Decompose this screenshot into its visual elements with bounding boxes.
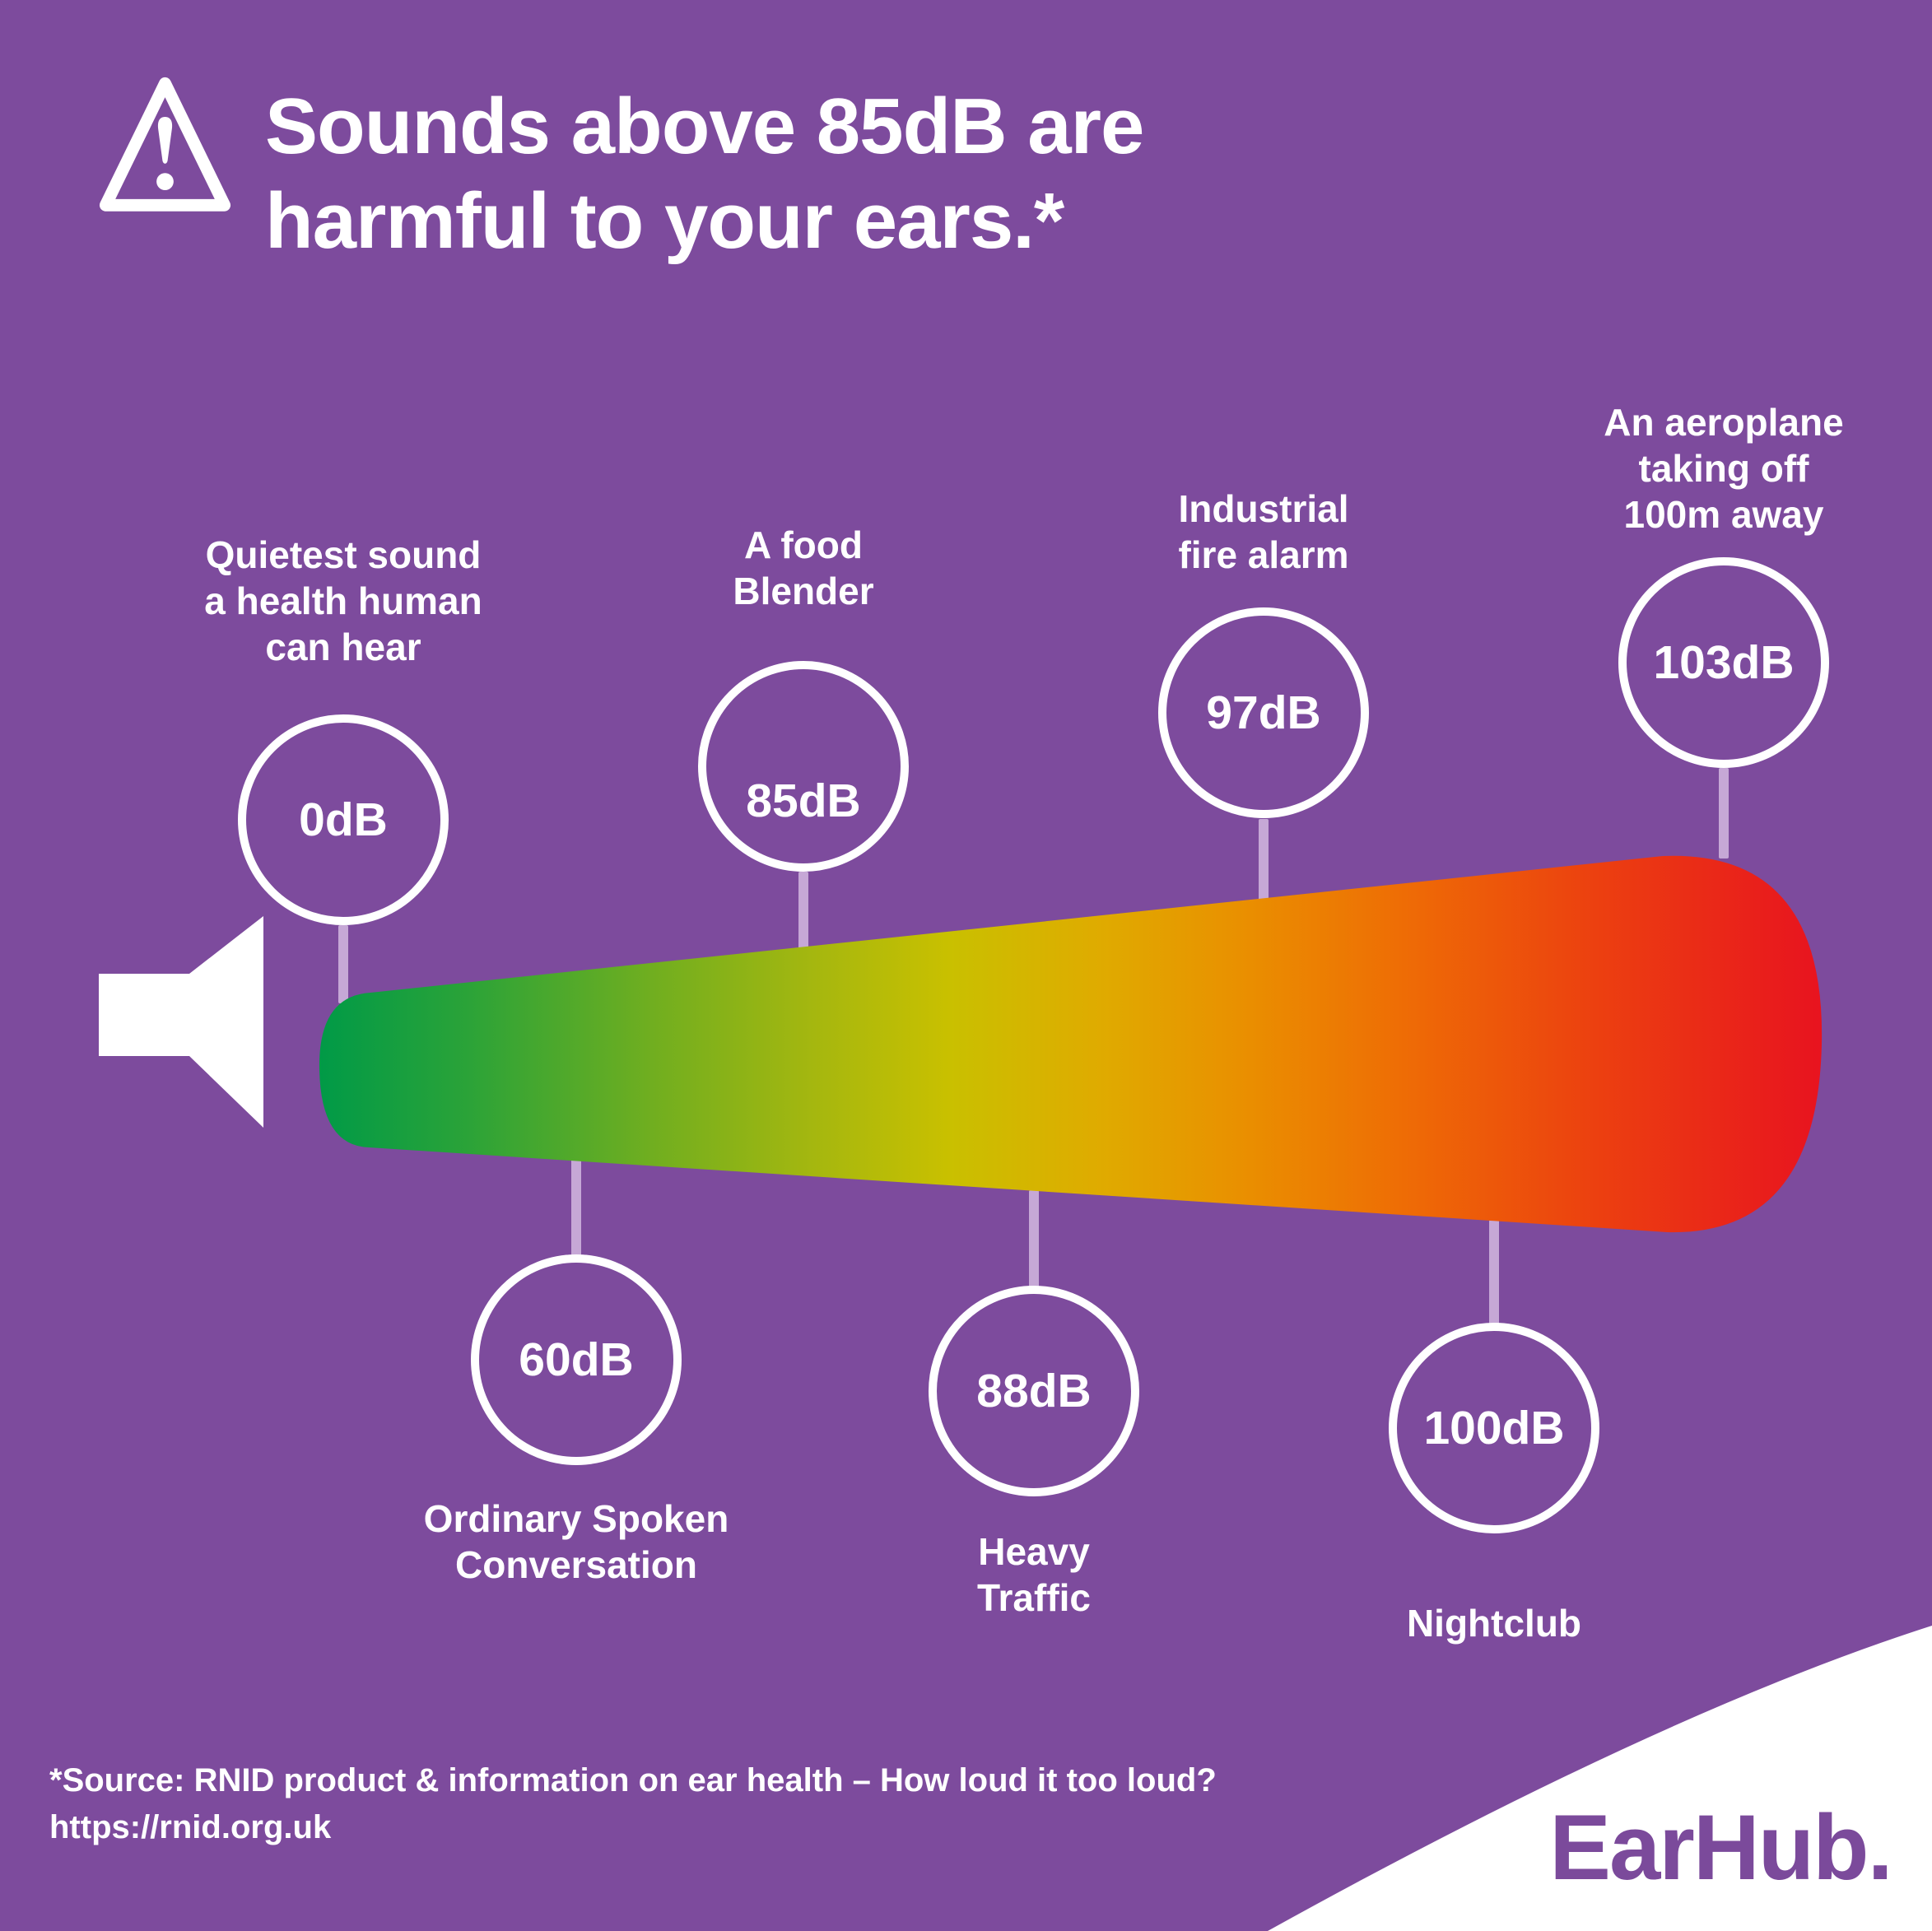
db-badge-60db: 60dB [471, 1254, 682, 1465]
db-value: 0dB [299, 793, 388, 846]
speaker-glyph [99, 916, 263, 1128]
page-title: Sounds above 85dB are harmful to your ea… [265, 82, 1144, 265]
db-badge-88db: 88dB [929, 1286, 1139, 1496]
db-value: 85dB [746, 775, 861, 827]
marker-label-85db: A food Blender [733, 523, 874, 612]
db-value: 103dB [1653, 636, 1795, 689]
marker-label-100db: Nightclub [1406, 1602, 1582, 1645]
db-badge-85db: 85dB [698, 661, 909, 872]
db-badge-100db: 100dB [1389, 1323, 1599, 1533]
db-value: 97dB [1206, 686, 1321, 739]
connector-line-103db [1719, 768, 1729, 858]
connector-line-100db [1489, 1220, 1499, 1326]
marker-label-60db: Ordinary Spoken Conversation [423, 1497, 729, 1586]
exclamation-dot [156, 173, 174, 190]
gradient-cone-shape [319, 855, 1823, 1233]
source-note: *Source: RNID product & information on e… [49, 1762, 1217, 1845]
connector-line-0db [338, 925, 348, 1003]
marker-label-97db: Industrial fire alarm [1178, 487, 1349, 576]
warning-triangle-outline [99, 77, 231, 212]
db-value: 88dB [976, 1365, 1092, 1417]
marker-label-0db: Quietest sound a health human can hear [204, 533, 482, 668]
connector-line-97db [1259, 819, 1269, 906]
connector-line-85db [798, 872, 808, 954]
marker-label-103db: An aeroplane taking off 100m away [1604, 401, 1844, 536]
connector-line-60db [571, 1159, 581, 1258]
brand-logo: EarHub. [1549, 1796, 1892, 1899]
db-badge-103db: 103dB [1618, 557, 1829, 768]
connector-line-88db [1029, 1190, 1039, 1289]
warning-triangle-icon [89, 69, 241, 226]
db-badge-0db: 0dB [238, 714, 449, 925]
corner-swoosh-shape [1268, 1626, 1932, 1931]
marker-label-88db: Heavy Traffic [976, 1530, 1092, 1619]
db-value: 60dB [519, 1333, 634, 1386]
db-value: 100dB [1423, 1402, 1565, 1454]
exclamation-bar [157, 117, 173, 164]
db-badge-97db: 97dB [1158, 607, 1369, 818]
